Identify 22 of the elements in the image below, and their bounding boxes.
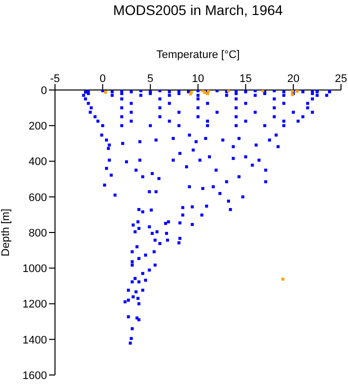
y-tick-label: 0 — [40, 84, 47, 97]
point — [281, 278, 284, 281]
point — [104, 90, 108, 94]
y-tick-label: 600 — [28, 192, 47, 204]
x-tick-label: 15 — [240, 73, 252, 85]
x-tick-label: 5 — [147, 73, 154, 85]
x-tick-label: 10 — [192, 73, 204, 85]
x-tick-label: -5 — [50, 73, 60, 85]
y-tick-label: 1400 — [22, 334, 47, 346]
x-axis-title: Temperature [°C] — [156, 48, 240, 61]
x-tick-label: 20 — [287, 73, 300, 85]
y-tick-label: 400 — [28, 156, 47, 168]
point — [296, 90, 299, 93]
y-tick-label: 1600 — [22, 370, 47, 382]
y-tick-label: 1200 — [22, 298, 47, 311]
y-axis-title: Depth [m] — [0, 208, 12, 256]
x-tick-label: 0 — [100, 73, 106, 85]
x-tick-label: 25 — [334, 73, 348, 85]
chart-title: MODS2005 in March, 1964 — [112, 2, 284, 18]
y-tick-label: 800 — [28, 227, 47, 240]
y-tick-label: 200 — [28, 120, 47, 133]
y-tick-label: 1000 — [22, 263, 47, 276]
